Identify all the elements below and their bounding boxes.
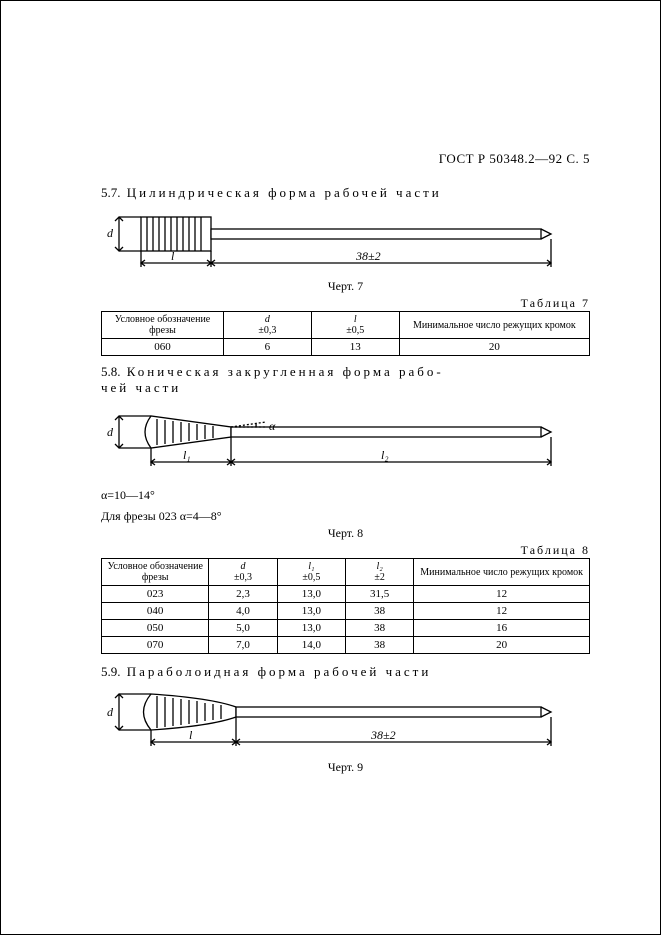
- table-8-label: Таблица 8: [101, 543, 590, 558]
- t8-h4: l₂±2: [345, 559, 413, 586]
- svg-text:l: l: [189, 728, 193, 742]
- section-58-title: 5.8. Коническая закругленная форма рабо-: [101, 364, 590, 380]
- table-row: 0707,014,03820: [102, 637, 590, 654]
- t7-h2: d±0,3: [224, 312, 312, 339]
- t7-h3: l±0,5: [311, 312, 399, 339]
- table-7-label: Таблица 7: [101, 296, 590, 311]
- section-58-text1: Коническая закругленная форма рабо-: [127, 364, 444, 379]
- figure-7-caption: Черт. 7: [101, 279, 590, 294]
- section-57-num: 5.7.: [101, 185, 121, 200]
- svg-text:l₁: l₁: [183, 448, 191, 462]
- note-58b: Для фрезы 023 α=4—8°: [101, 509, 590, 524]
- table-row: 0404,013,03812: [102, 603, 590, 620]
- table-row: 0505,013,03816: [102, 620, 590, 637]
- table-row: 0232,313,031,512: [102, 586, 590, 603]
- t8-h5: Минимальное число режущих кромок: [414, 559, 590, 586]
- table-8: Условное обозначение фрезы d±0,3 l₁±0,5 …: [101, 558, 590, 654]
- table-row: 06061320: [102, 339, 590, 356]
- section-59-title: 5.9. Параболоидная форма рабочей части: [101, 664, 590, 680]
- svg-text:d: d: [107, 425, 114, 439]
- t7-h4: Минимальное число режущих кромок: [399, 312, 589, 339]
- section-57-title: 5.7. Цилиндрическая форма рабочей части: [101, 185, 590, 201]
- t8-h1: Условное обозначение фрезы: [102, 559, 209, 586]
- figure-8-caption: Черт. 8: [101, 526, 590, 541]
- note-58a: α=10—14°: [101, 488, 590, 503]
- figure-7: d l 38±2: [101, 207, 581, 277]
- page-header: ГОСТ Р 50348.2—92 С. 5: [101, 151, 590, 167]
- svg-text:l₂: l₂: [381, 448, 389, 462]
- svg-text:α: α: [269, 419, 276, 433]
- t8-h2: d±0,3: [209, 559, 277, 586]
- svg-text:d: d: [107, 705, 114, 719]
- section-57-text: Цилиндрическая форма рабочей части: [127, 185, 442, 200]
- section-58-num: 5.8.: [101, 364, 121, 379]
- t7-h1: Условное обозначение фрезы: [102, 312, 224, 339]
- section-59-text: Параболоидная форма рабочей части: [127, 664, 432, 679]
- section-58-text2: чей части: [101, 380, 590, 396]
- svg-text:d: d: [107, 226, 114, 240]
- figure-9-caption: Черт. 9: [101, 760, 590, 775]
- figure-8: d α l₁ l₂: [101, 402, 581, 482]
- section-59-num: 5.9.: [101, 664, 121, 679]
- table-7: Условное обозначение фрезы d±0,3 l±0,5 М…: [101, 311, 590, 356]
- svg-text:38±2: 38±2: [355, 249, 381, 263]
- t8-h3: l₁±0,5: [277, 559, 345, 586]
- svg-text:38±2: 38±2: [370, 728, 396, 742]
- figure-9: d l 38±2: [101, 686, 581, 758]
